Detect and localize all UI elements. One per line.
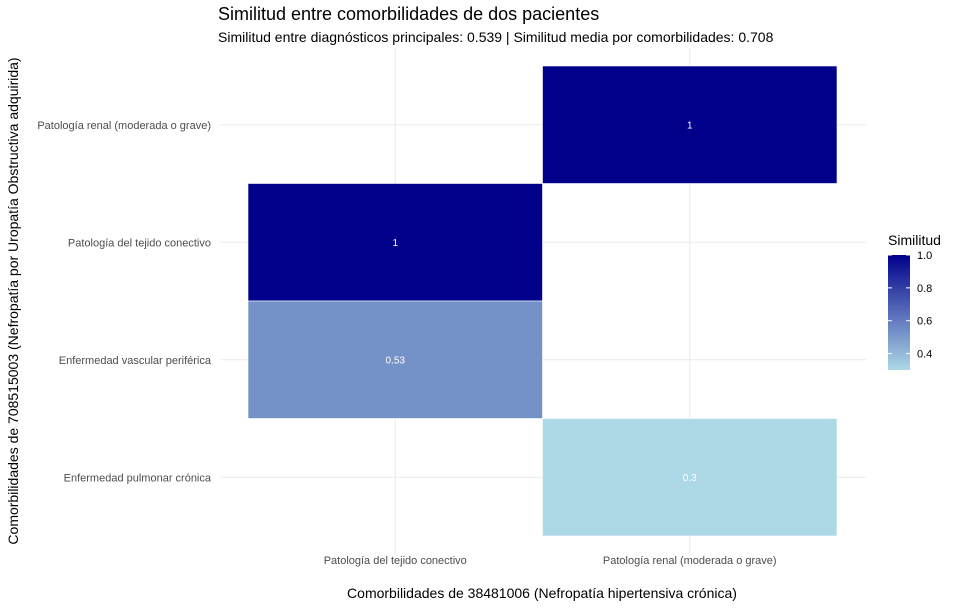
cell-value-label: 1 — [687, 120, 693, 131]
heatmap-cell — [247, 300, 543, 419]
x-axis-ticks: Patología del tejido conectivo Patología … — [324, 555, 777, 567]
legend-tick-label: 0.4 — [917, 349, 932, 361]
chart-subtitle: Similitud entre diagnósticos principales… — [218, 29, 774, 45]
legend-tick-label: 0.8 — [917, 283, 932, 295]
y-tick-label: Enfermedad vascular periférica — [59, 355, 212, 367]
y-tick-label: Patología renal (moderada o grave) — [37, 120, 211, 132]
y-axis-title: Comorbilidades de 708515003 (Nefropatía … — [5, 57, 21, 544]
legend-tick-label: 1.0 — [917, 250, 932, 262]
legend-tick-label: 0.6 — [917, 316, 932, 328]
cell-value-label: 0.3 — [683, 473, 697, 484]
color-legend: Similitud 1.0 0.8 0.6 0.4 — [888, 232, 941, 370]
x-axis-title: Comorbilidades de 38481006 (Nefropatía h… — [347, 585, 737, 601]
x-tick-label: Patología renal (moderada o grave) — [603, 555, 777, 567]
y-tick-label: Enfermedad pulmonar crónica — [64, 472, 212, 484]
cell-value-label: 1 — [392, 238, 398, 249]
chart-title: Similitud entre comorbilidades de dos pa… — [218, 4, 600, 24]
heatmap-cell — [247, 183, 543, 302]
heatmap-cell — [542, 65, 838, 184]
y-tick-label: Patología del tejido conectivo — [68, 237, 211, 249]
x-tick-label: Patología del tejido conectivo — [324, 555, 467, 567]
legend-colorbar — [888, 255, 910, 370]
legend-ticks: 1.0 0.8 0.6 0.4 — [888, 250, 932, 361]
legend-title: Similitud — [888, 232, 941, 248]
heatmap-cells: 1 1 0.53 0.3 — [247, 65, 838, 537]
y-axis-ticks: Enfermedad pulmonar crónica Enfermedad va… — [37, 120, 212, 485]
cell-value-label: 0.53 — [386, 355, 406, 366]
heatmap-cell — [542, 418, 838, 537]
